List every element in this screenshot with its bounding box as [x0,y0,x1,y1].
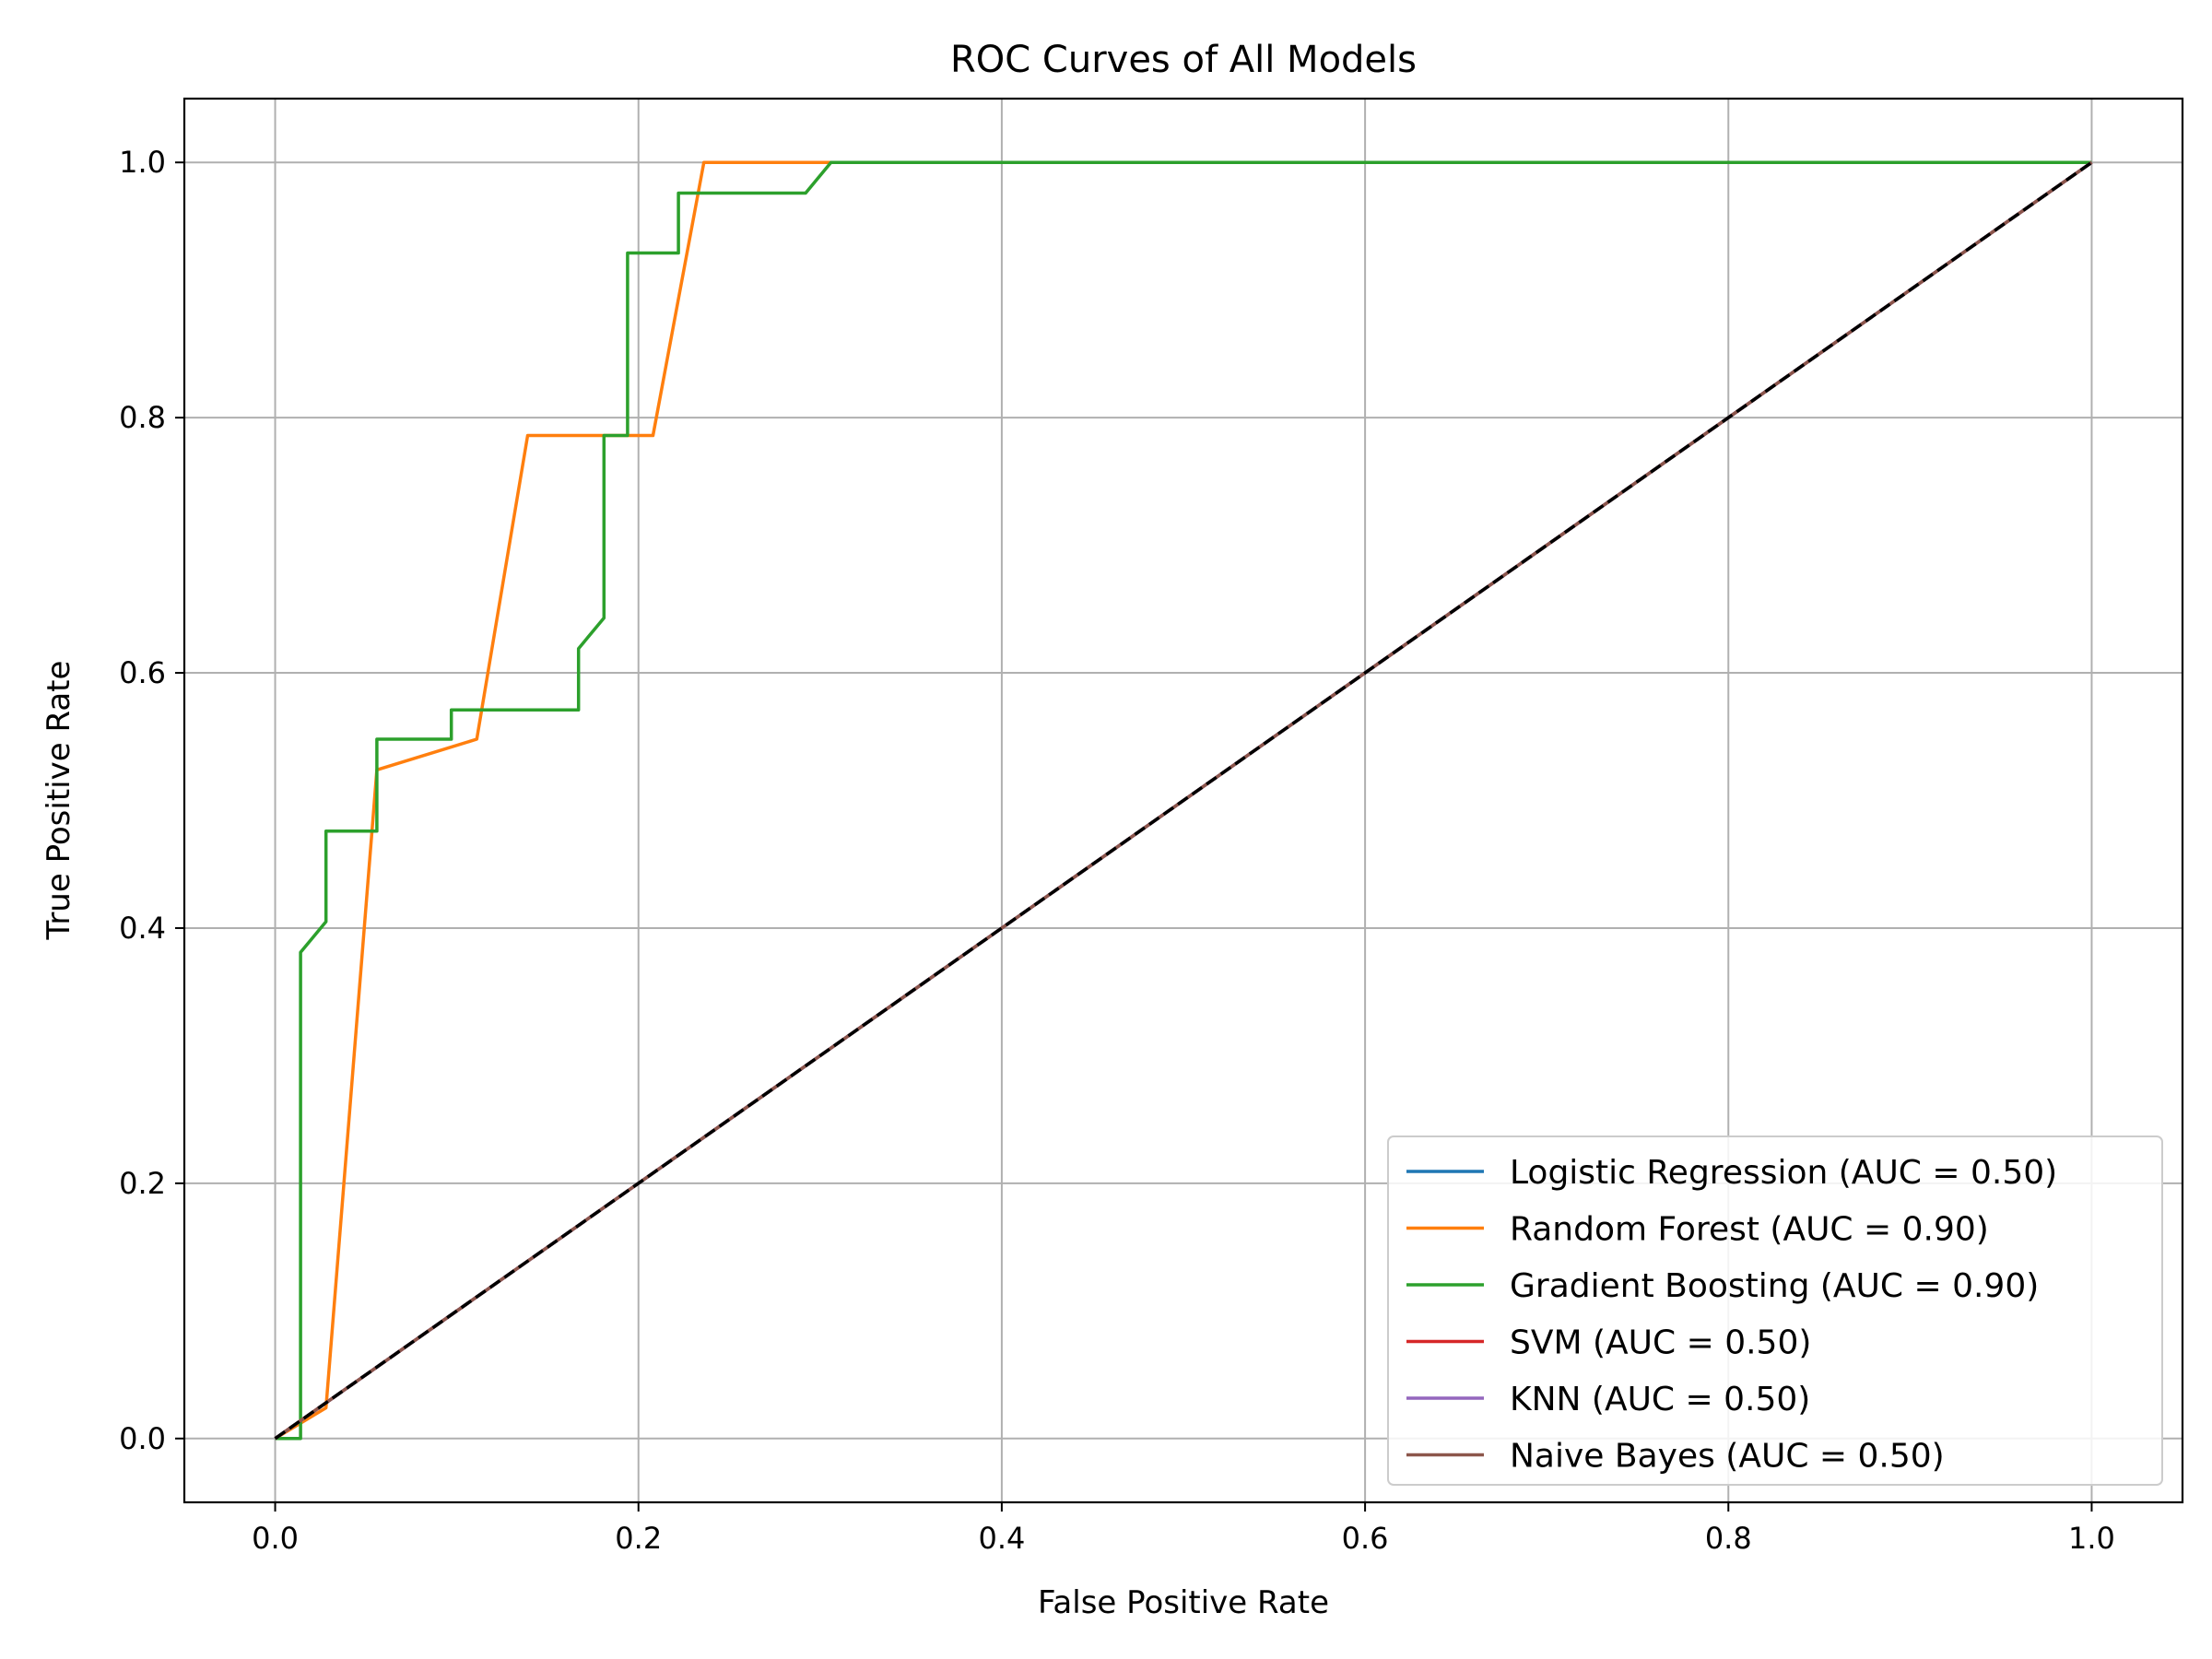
series-line-2 [275,160,2092,1441]
y-tick-label: 0.8 [119,400,166,435]
legend-entry: Naive Bayes (AUC = 0.50) [1510,1438,1945,1476]
x-tick-label: 0.2 [615,1521,662,1556]
legend-entry: Random Forest (AUC = 0.90) [1510,1211,1989,1249]
legend-entry: Logistic Regression (AUC = 0.50) [1510,1154,2057,1192]
legend-box [1387,1135,2163,1486]
x-axis-label: False Positive Rate [1038,1584,1329,1621]
x-tick-label: 0.6 [1342,1521,1389,1556]
reference-line-layer [274,160,2093,1441]
y-tick-label: 1.0 [119,145,166,180]
reference-diagonal-line [274,160,2093,1441]
legend-entry: SVM (AUC = 0.50) [1510,1324,1811,1362]
legend-entry: KNN (AUC = 0.50) [1510,1381,1810,1418]
chart-title: ROC Curves of All Models [950,39,1417,81]
axis-ticks: 0.0 0.2 0.4 0.6 0.8 1.0 0.0 0.2 0.4 0.6 0.8 1.0 [119,145,2115,1556]
x-tick-label: 0.8 [1705,1521,1752,1556]
x-tick-label: 1.0 [2068,1521,2115,1556]
y-tick-label: 0.6 [119,655,166,690]
legend: Logistic Regression (AUC = 0.50) Random F… [1387,1135,2163,1486]
y-tick-label: 0.0 [119,1421,166,1456]
grid [184,99,2183,1502]
y-axis-label: True Positive Rate [41,661,77,941]
plot-frame [182,97,2184,1504]
series-line-1 [274,160,2092,1441]
y-tick-label: 0.4 [119,911,166,946]
legend-entry: Gradient Boosting (AUC = 0.90) [1510,1267,2039,1305]
y-tick-label: 0.2 [119,1166,166,1201]
x-tick-label: 0.4 [978,1521,1025,1556]
x-tick-label: 0.0 [252,1521,299,1556]
